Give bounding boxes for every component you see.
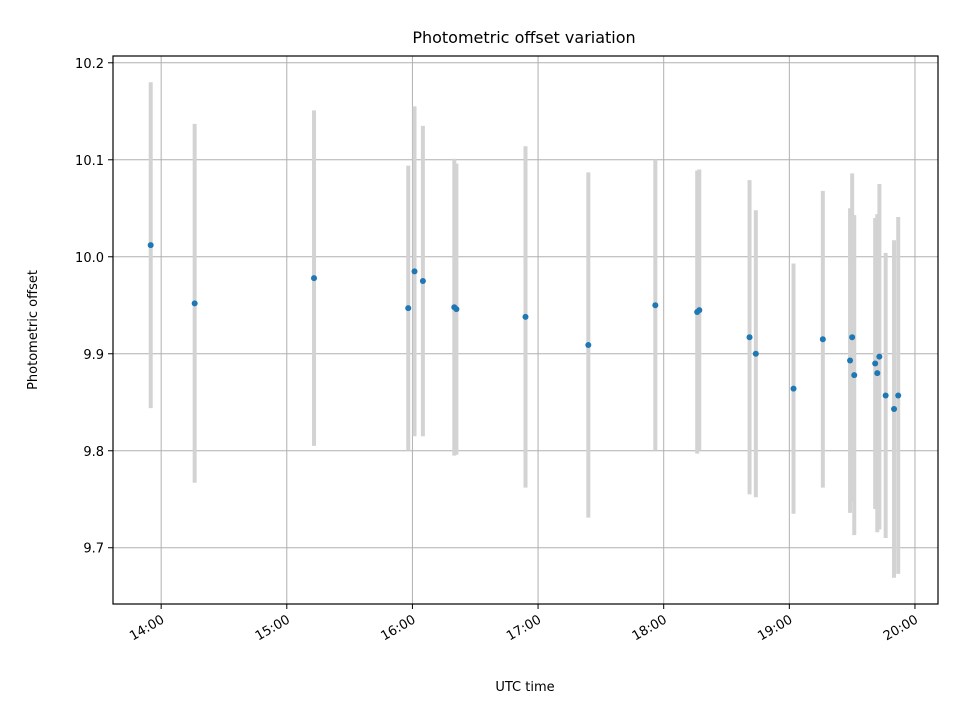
data-point — [872, 360, 879, 367]
x-tick-label: 17:00 — [504, 612, 544, 644]
data-point — [652, 302, 659, 309]
y-axis-ticks: 9.7 9.8 9.9 10.0 10.1 10.2 — [75, 57, 113, 557]
data-point — [752, 350, 759, 357]
data-point — [585, 342, 592, 349]
y-tick-label: 10.1 — [75, 154, 104, 169]
data-point — [746, 334, 753, 341]
data-point — [191, 300, 198, 307]
data-point — [849, 334, 856, 341]
data-point — [874, 370, 881, 377]
data-point — [405, 305, 412, 312]
data-point — [895, 392, 902, 399]
x-tick-label: 19:00 — [755, 612, 795, 644]
data-point — [411, 268, 418, 275]
data-point — [891, 406, 898, 413]
data-point — [419, 278, 426, 285]
x-tick-label: 16:00 — [378, 612, 418, 644]
data-point — [696, 307, 703, 314]
chart-title: Photometric offset variation — [412, 28, 635, 47]
y-tick-label: 10.0 — [75, 251, 104, 266]
y-tick-label: 9.8 — [83, 445, 104, 460]
error-bars — [148, 82, 901, 578]
data-point — [851, 372, 858, 379]
data-point — [819, 336, 826, 343]
y-tick-label: 9.9 — [83, 348, 104, 363]
plot-frame — [112, 55, 939, 605]
data-point — [876, 353, 883, 360]
x-tick-label: 14:00 — [127, 612, 167, 644]
y-axis-label: Photometric offset — [26, 270, 41, 390]
x-tick-label: 18:00 — [630, 612, 670, 644]
data-point — [847, 357, 854, 364]
x-tick-label: 15:00 — [253, 612, 293, 644]
x-axis-label: UTC time — [495, 680, 554, 695]
y-tick-label: 10.2 — [75, 57, 104, 72]
y-tick-label: 9.7 — [83, 542, 104, 557]
data-point — [522, 313, 529, 320]
data-point — [147, 242, 154, 249]
data-point — [311, 275, 318, 282]
x-axis-ticks: 14:00 15:00 16:00 17:00 18:00 19:00 20:00 — [127, 604, 921, 644]
data-points — [147, 242, 902, 413]
x-tick-label: 20:00 — [881, 612, 921, 644]
data-point — [882, 392, 889, 399]
data-point — [453, 306, 460, 313]
data-point — [790, 385, 797, 392]
